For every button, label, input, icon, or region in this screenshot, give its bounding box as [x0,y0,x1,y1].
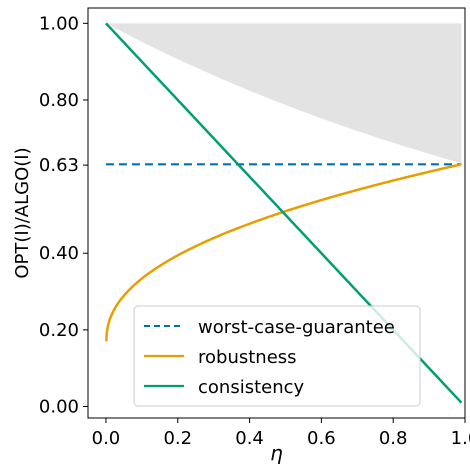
y-tick-label: 0.40 [39,243,79,264]
x-tick-label: 0.4 [235,428,264,449]
legend-box [133,305,421,407]
y-tick-label: 0.80 [39,90,79,111]
y-axis-label: OPT(I)/ALGO(I) [12,147,33,278]
shaded-region [105,23,462,164]
x-tick-label: 0.6 [307,428,336,449]
y-tick-label: 0.63 [39,155,79,176]
y-axis: 0.00 0.20 0.40 0.63 0.80 1.00 [39,13,88,418]
legend: worst-case-guarantee robustness consistenc… [133,305,421,407]
legend-label: consistency [198,377,305,398]
legend-label: worst-case-guarantee [198,317,395,338]
x-tick-label: 1.0 [451,428,470,449]
x-tick-label: 0.2 [163,428,192,449]
plot-frame [87,7,466,419]
x-tick-label: 0.0 [92,428,121,449]
legend-label: robustness [198,347,297,368]
y-tick-label: 0.00 [39,397,79,418]
series-robustness [105,163,462,342]
y-tick-label: 1.00 [39,13,79,34]
x-axis: 0.0 0.2 0.4 0.6 0.8 1.0 [92,418,470,449]
y-tick-label: 0.20 [39,320,79,341]
x-tick-label: 0.8 [379,428,408,449]
x-axis-label: η [270,441,283,464]
shaded-area [105,23,462,164]
